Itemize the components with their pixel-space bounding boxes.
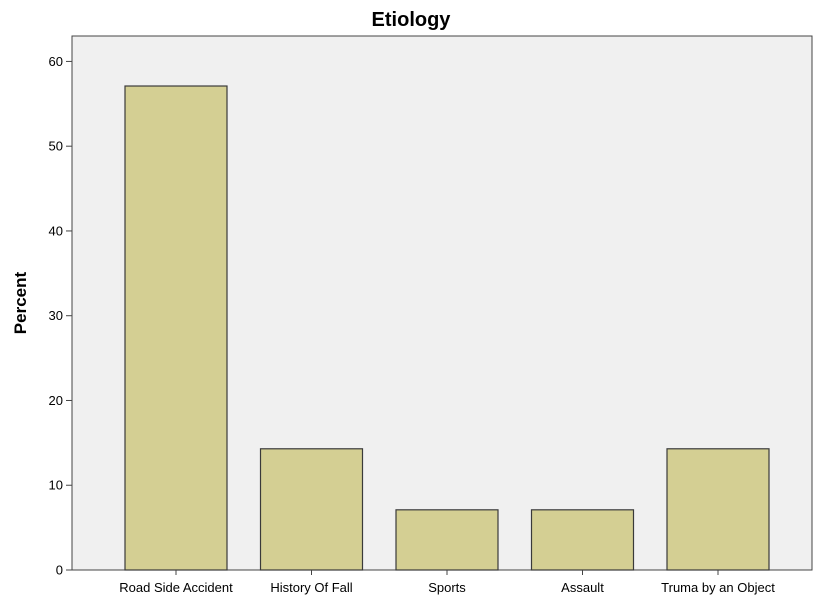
y-tick-label: 30 xyxy=(49,308,63,323)
bar xyxy=(259,448,364,571)
x-category-label: Sports xyxy=(428,580,466,595)
chart-title: Etiology xyxy=(372,9,452,31)
y-tick-label: 0 xyxy=(56,563,63,578)
x-category-label: Truma by an Object xyxy=(661,580,775,595)
bar xyxy=(530,509,635,571)
x-category-label: Assault xyxy=(561,580,604,595)
y-tick-label: 20 xyxy=(49,393,63,408)
bars xyxy=(124,85,770,571)
y-tick-label: 60 xyxy=(49,54,63,69)
bar xyxy=(395,509,499,571)
x-category-label: Road Side Accident xyxy=(119,580,233,595)
bar xyxy=(666,448,770,571)
x-category-label: History Of Fall xyxy=(270,580,352,595)
y-axis-label: Percent xyxy=(11,271,30,334)
y-tick-label: 10 xyxy=(49,478,63,493)
y-axis-ticks: 0 10 20 30 40 50 60 xyxy=(49,54,72,578)
x-axis-labels: Road Side Accident History Of Fall Sports A… xyxy=(119,570,775,595)
bar xyxy=(124,85,228,571)
y-tick-label: 50 xyxy=(49,139,63,154)
y-tick-label: 40 xyxy=(49,223,63,238)
